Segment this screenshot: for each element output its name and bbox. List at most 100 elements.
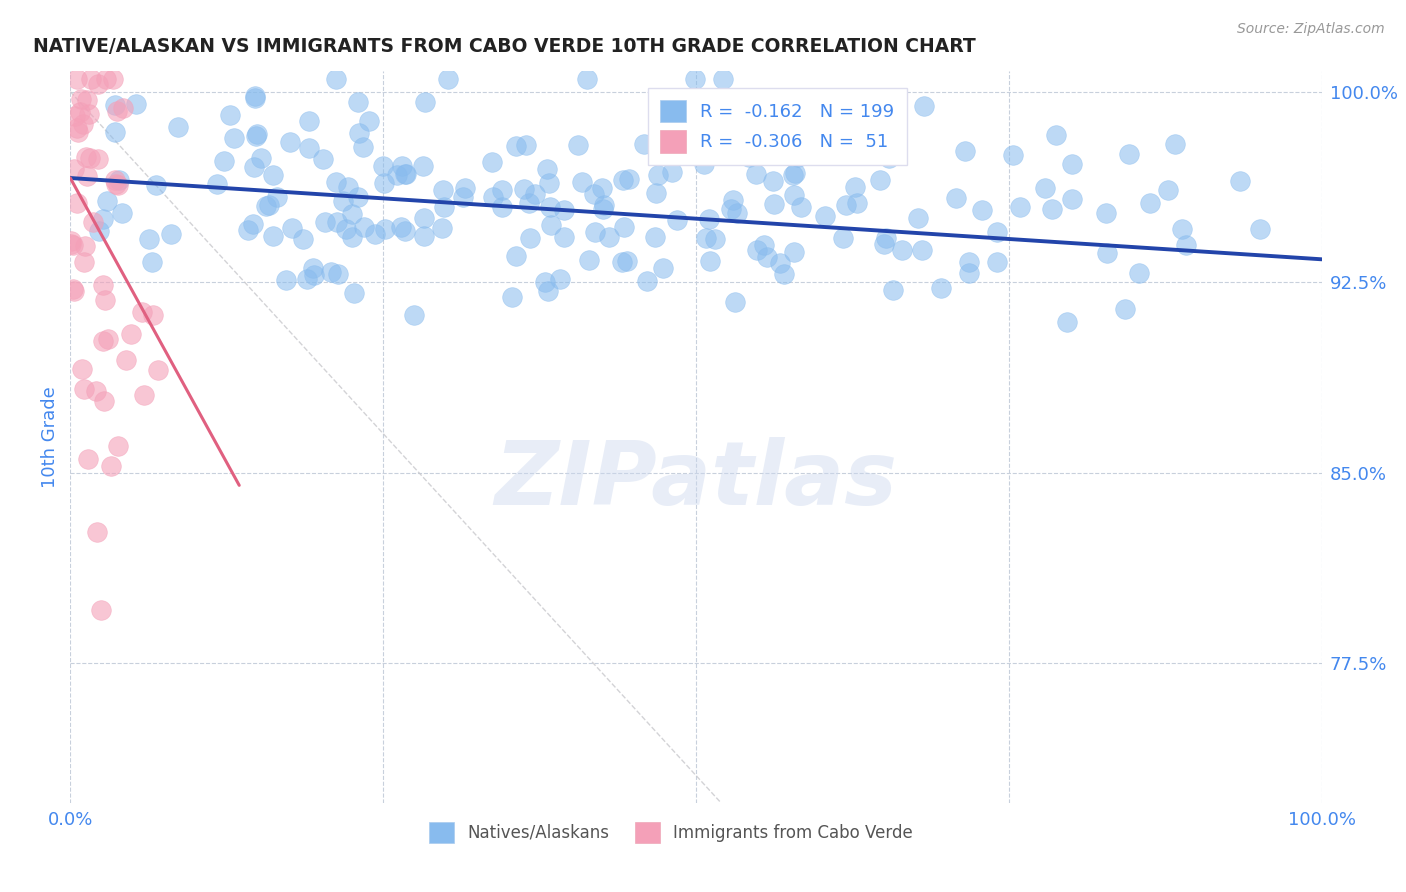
Point [737, 150, 759, 164]
Point [146, 363, 169, 377]
Point [326, 215, 349, 229]
Point [166, 120, 188, 135]
Point [501, 290, 523, 304]
Point [986, 254, 1008, 268]
Point [553, 230, 575, 244]
Point [578, 252, 600, 267]
Point [394, 224, 416, 238]
Point [321, 265, 343, 279]
Point [882, 283, 904, 297]
Point [125, 97, 148, 112]
Point [692, 156, 714, 170]
Point [212, 153, 235, 168]
Point [371, 159, 394, 173]
Point [107, 178, 129, 192]
Point [540, 218, 562, 232]
Point [1008, 200, 1031, 214]
Point [593, 198, 616, 212]
Point [683, 72, 706, 87]
Point [138, 232, 160, 246]
Point [304, 268, 326, 282]
Point [454, 181, 477, 195]
Point [250, 151, 273, 165]
Point [752, 238, 775, 252]
Point [60, 234, 83, 248]
Point [66, 195, 89, 210]
Point [1164, 137, 1187, 152]
Point [651, 260, 673, 275]
Point [80, 72, 103, 87]
Point [1171, 221, 1194, 235]
Point [957, 255, 980, 269]
Point [724, 295, 747, 310]
Point [910, 243, 932, 257]
Point [245, 128, 267, 143]
Point [806, 112, 828, 127]
Point [412, 159, 434, 173]
Point [571, 175, 593, 189]
Point [612, 173, 634, 187]
Point [94, 293, 117, 307]
Point [87, 152, 110, 166]
Point [145, 178, 167, 193]
Point [297, 113, 319, 128]
Point [59, 237, 82, 252]
Point [711, 72, 734, 87]
Point [75, 150, 97, 164]
Point [583, 186, 606, 201]
Point [769, 255, 792, 269]
Point [721, 193, 744, 207]
Point [1045, 128, 1067, 143]
Point [436, 72, 458, 87]
Point [633, 137, 655, 152]
Point [374, 222, 396, 236]
Point [1095, 206, 1118, 220]
Point [105, 177, 128, 191]
Point [373, 177, 395, 191]
Point [297, 272, 319, 286]
Point [548, 272, 571, 286]
Point [160, 227, 183, 242]
Point [645, 186, 668, 200]
Point [537, 284, 560, 298]
Point [914, 98, 936, 112]
Point [762, 196, 785, 211]
Point [104, 173, 127, 187]
Point [612, 255, 634, 269]
Point [70, 92, 93, 106]
Point [73, 382, 96, 396]
Point [105, 104, 128, 119]
Point [357, 113, 380, 128]
Point [644, 230, 666, 244]
Point [76, 169, 98, 184]
Y-axis label: 10th Grade: 10th Grade [41, 386, 59, 488]
Point [292, 232, 315, 246]
Point [666, 213, 689, 227]
Point [73, 255, 96, 269]
Point [844, 180, 866, 194]
Point [337, 180, 360, 194]
Point [66, 72, 89, 87]
Point [363, 227, 385, 242]
Point [890, 243, 912, 257]
Point [613, 219, 636, 234]
Point [790, 200, 813, 214]
Point [62, 161, 84, 176]
Point [254, 199, 277, 213]
Text: NATIVE/ALASKAN VS IMMIGRANTS FROM CABO VERDE 10TH GRADE CORRELATION CHART: NATIVE/ALASKAN VS IMMIGRANTS FROM CABO V… [32, 37, 976, 56]
Point [243, 89, 266, 103]
Point [873, 236, 896, 251]
Point [814, 209, 837, 223]
Point [783, 166, 806, 180]
Point [91, 334, 114, 348]
Point [783, 188, 806, 202]
Point [755, 251, 778, 265]
Point [82, 215, 104, 229]
Point [77, 107, 100, 121]
Point [90, 603, 112, 617]
Point [325, 175, 347, 189]
Point [695, 231, 717, 245]
Point [257, 198, 280, 212]
Point [875, 231, 897, 245]
Point [953, 145, 976, 159]
